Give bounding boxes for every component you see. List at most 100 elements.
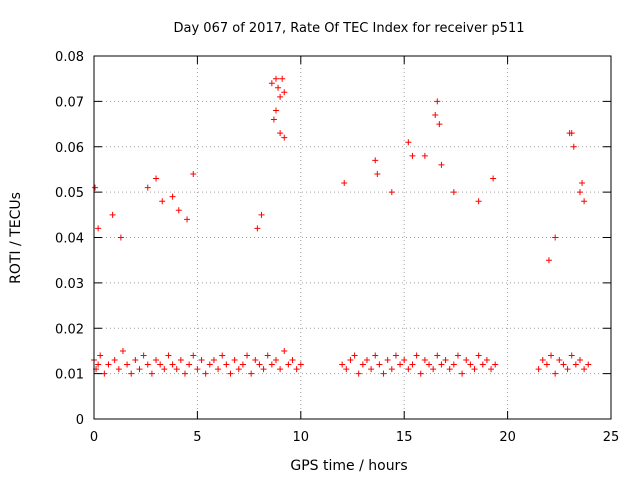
data-point bbox=[297, 361, 304, 368]
data-point bbox=[372, 157, 379, 164]
data-point bbox=[539, 357, 546, 364]
x-axis-label: GPS time / hours bbox=[290, 458, 407, 474]
data-point bbox=[186, 361, 193, 368]
data-point bbox=[169, 193, 176, 200]
data-point bbox=[202, 370, 209, 377]
data-point bbox=[339, 361, 346, 368]
data-point bbox=[488, 366, 495, 373]
data-point bbox=[239, 361, 246, 368]
data-point bbox=[374, 170, 381, 177]
data-point bbox=[148, 370, 155, 377]
data-point bbox=[552, 370, 559, 377]
data-point bbox=[181, 370, 188, 377]
data-point bbox=[252, 357, 259, 364]
data-point bbox=[244, 352, 251, 359]
data-point bbox=[101, 370, 108, 377]
data-point bbox=[545, 257, 552, 264]
ticks: 0 5 10 15 20 25 0 0.01 0.02 0.03 0.04 0.05 0.06 0.07 0… bbox=[55, 50, 619, 445]
data-point bbox=[95, 225, 102, 232]
data-point bbox=[272, 357, 279, 364]
grid bbox=[94, 56, 611, 419]
data-point bbox=[347, 357, 354, 364]
x-tick-label: 0 bbox=[90, 430, 98, 445]
y-tick-label: 0.08 bbox=[55, 50, 84, 65]
x-tick-label: 25 bbox=[603, 430, 620, 445]
data-point bbox=[421, 357, 428, 364]
data-point bbox=[475, 198, 482, 205]
x-tick-label: 15 bbox=[396, 430, 413, 445]
data-point bbox=[177, 357, 184, 364]
data-point bbox=[388, 189, 395, 196]
data-point bbox=[165, 352, 172, 359]
data-point bbox=[432, 111, 439, 118]
data-point bbox=[568, 352, 575, 359]
data-point bbox=[128, 370, 135, 377]
y-tick-label: 0 bbox=[76, 413, 84, 428]
data-point bbox=[132, 357, 139, 364]
data-point bbox=[277, 366, 284, 373]
data-point bbox=[115, 366, 122, 373]
data-point bbox=[405, 366, 412, 373]
data-point bbox=[576, 189, 583, 196]
data-point bbox=[124, 361, 131, 368]
data-point bbox=[492, 361, 499, 368]
data-point bbox=[570, 143, 577, 150]
data-point bbox=[285, 361, 292, 368]
chart-title: Day 067 of 2017, Rate Of TEC Index for r… bbox=[174, 21, 525, 36]
data-point bbox=[426, 361, 433, 368]
data-point bbox=[260, 366, 267, 373]
x-tick-label: 20 bbox=[499, 430, 516, 445]
data-point bbox=[572, 361, 579, 368]
data-point bbox=[548, 352, 555, 359]
data-point bbox=[198, 357, 205, 364]
data-point bbox=[463, 357, 470, 364]
data-point bbox=[223, 361, 230, 368]
data-point bbox=[442, 357, 449, 364]
data-point bbox=[184, 216, 191, 223]
data-point bbox=[275, 84, 282, 91]
data-point bbox=[351, 352, 358, 359]
data-point bbox=[552, 234, 559, 241]
data-point bbox=[450, 361, 457, 368]
x-tick-label: 10 bbox=[293, 430, 310, 445]
data-point bbox=[173, 366, 180, 373]
data-point bbox=[159, 198, 166, 205]
data-point bbox=[384, 357, 391, 364]
y-tick-label: 0.06 bbox=[55, 141, 84, 156]
data-point bbox=[363, 357, 370, 364]
data-point bbox=[109, 211, 116, 218]
y-tick-label: 0.05 bbox=[55, 186, 84, 201]
data-point bbox=[215, 366, 222, 373]
data-point bbox=[401, 357, 408, 364]
data-point bbox=[256, 361, 263, 368]
data-point bbox=[206, 361, 213, 368]
data-point bbox=[210, 357, 217, 364]
data-point bbox=[359, 361, 366, 368]
y-tick-label: 0.03 bbox=[55, 277, 84, 292]
data-point bbox=[543, 361, 550, 368]
data-point bbox=[421, 152, 428, 159]
data-point bbox=[272, 75, 279, 82]
data-point bbox=[450, 189, 457, 196]
data-point bbox=[119, 347, 126, 354]
data-point bbox=[144, 184, 151, 191]
data-point bbox=[579, 180, 586, 187]
data-point bbox=[568, 130, 575, 137]
data-point bbox=[270, 116, 277, 123]
data-point bbox=[95, 361, 102, 368]
data-point bbox=[281, 89, 288, 96]
data-point bbox=[144, 361, 151, 368]
data-point bbox=[190, 352, 197, 359]
data-point bbox=[194, 366, 201, 373]
data-point bbox=[175, 207, 182, 214]
data-point bbox=[264, 352, 271, 359]
data-point bbox=[279, 75, 286, 82]
data-point bbox=[289, 357, 296, 364]
y-tick-label: 0.04 bbox=[55, 232, 84, 247]
data-point bbox=[576, 357, 583, 364]
data-point bbox=[388, 366, 395, 373]
data-point bbox=[117, 234, 124, 241]
data-point bbox=[111, 357, 118, 364]
data-point bbox=[581, 198, 588, 205]
x-tick-label: 5 bbox=[193, 430, 201, 445]
